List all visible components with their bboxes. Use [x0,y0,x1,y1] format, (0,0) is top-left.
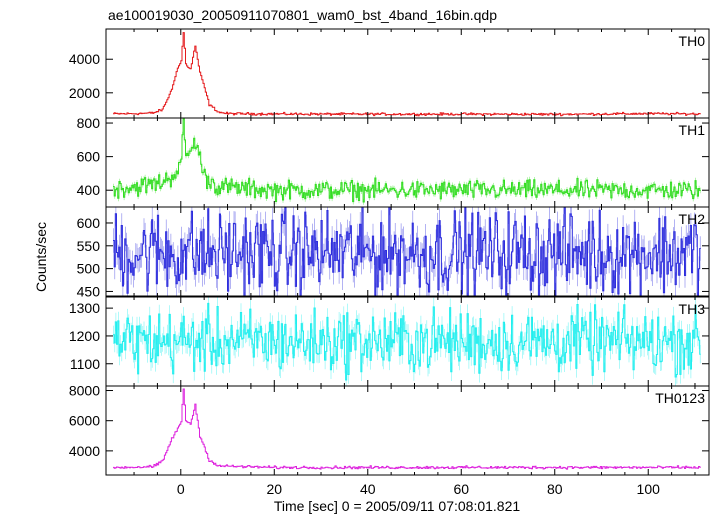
error-bars-th0123 [113,388,701,470]
x-tick-label: 0 [177,481,185,497]
y-axis-label: Counts/sec [33,222,49,292]
y-tick-label: 450 [77,283,101,299]
panel-th1: 400 600 800 TH1 [77,115,710,208]
y-tick-label: 1300 [69,300,100,316]
y-tick-label: 4000 [69,443,100,459]
panel-label-th3: TH3 [679,301,706,317]
x-axis-ticks: 0 20 40 60 80 100 [177,481,660,497]
panel-label-th1: TH1 [679,122,706,138]
panel-th0123: 4000 6000 8000 TH0123 [69,383,710,476]
error-bars-th0 [113,32,701,117]
series-line-th3 [113,302,701,381]
x-tick-label: 20 [266,481,282,497]
x-axis-label: Time [sec] 0 = 2005/09/11 07:08:01.821 [274,498,521,514]
y-tick-label: 800 [77,115,101,131]
y-tick-label: 1200 [69,328,100,344]
panel-frame [105,28,710,119]
panel-th0: 2000 4000 TH0 [69,28,710,119]
y-tick-label: 8000 [69,383,100,399]
y-tick-label: 1100 [70,356,100,372]
panel-label-th0: TH0 [679,33,706,49]
series-line-th0 [113,32,701,117]
x-tick-label: 80 [547,481,563,497]
y-tick-label: 550 [77,238,101,254]
x-tick-label: 40 [360,481,376,497]
panel-label-th0123: TH0123 [655,390,705,406]
y-tick-label: 4000 [69,51,100,67]
series-line-th1 [113,118,701,203]
y-tick-label: 600 [77,149,101,165]
x-tick-label: 100 [637,481,661,497]
series-line-th2 [113,207,701,296]
panel-th3: 1100 1200 1300 TH3 [69,296,710,387]
panel-th2: 450 500 550 600 TH2 [77,206,710,299]
series-line-th0123 [113,388,701,470]
y-tick-label: 600 [77,215,101,231]
y-tick-label: 400 [77,182,101,198]
panel-label-th2: TH2 [679,211,706,227]
panel-frame [105,206,710,297]
y-tick-label: 2000 [69,85,100,101]
panel-frame [105,385,710,476]
chart-title: ae100019030_20050911070801_wam0_bst_4ban… [108,7,497,23]
y-tick-label: 6000 [69,413,100,429]
panels-group: 2000 4000 TH0 400 600 800 TH1 450 500 550 600 TH2 11… [69,28,710,476]
x-tick-label: 60 [453,481,469,497]
y-tick-label: 500 [77,261,101,277]
